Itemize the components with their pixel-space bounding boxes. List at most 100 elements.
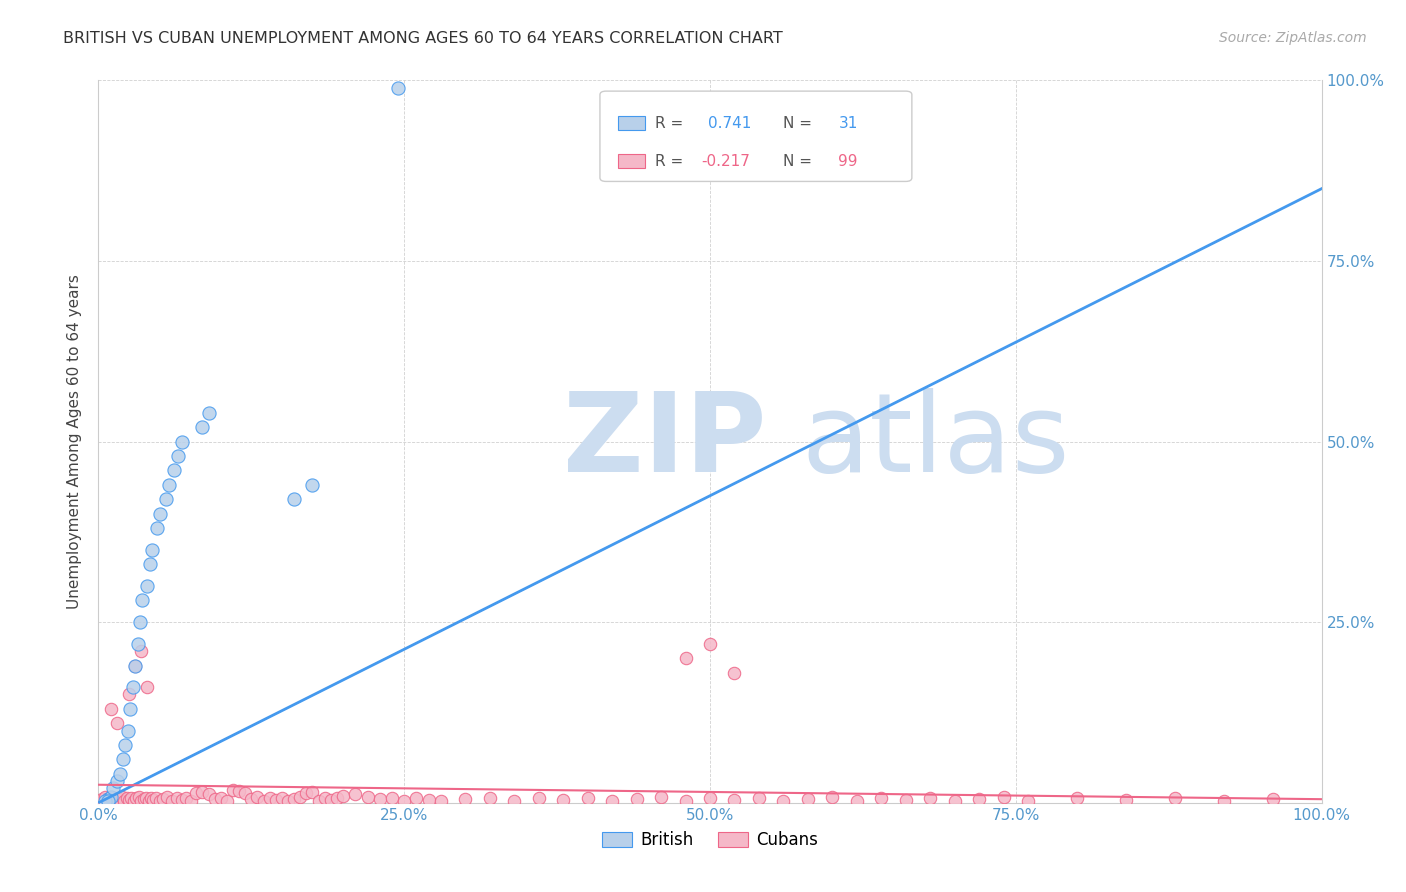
Point <box>326 790 349 805</box>
Point <box>215 794 238 808</box>
Point <box>233 786 256 800</box>
Point <box>141 542 163 557</box>
Point <box>105 794 128 808</box>
Point <box>723 793 745 807</box>
Point <box>222 782 245 797</box>
Point <box>943 794 966 808</box>
Point <box>344 787 367 801</box>
Point <box>308 794 330 808</box>
Point <box>870 791 893 805</box>
Point <box>576 790 599 805</box>
Point <box>136 579 159 593</box>
Point <box>527 791 550 805</box>
Point <box>894 793 917 807</box>
Point <box>368 792 391 806</box>
FancyBboxPatch shape <box>619 116 645 130</box>
Point <box>314 791 336 805</box>
Point <box>125 791 148 805</box>
Point <box>149 507 172 521</box>
Text: R =: R = <box>655 154 688 169</box>
Text: atlas: atlas <box>801 388 1070 495</box>
Point <box>129 794 152 808</box>
Point <box>197 406 219 420</box>
Point <box>845 794 868 808</box>
Point <box>454 792 477 806</box>
Point <box>993 790 1015 805</box>
Point <box>100 790 122 805</box>
Point <box>135 790 157 805</box>
Point <box>166 791 188 805</box>
Point <box>392 794 416 808</box>
Point <box>101 793 124 807</box>
Point <box>121 680 143 694</box>
Legend: British, Cubans: British, Cubans <box>595 824 825 856</box>
Point <box>132 792 155 806</box>
Point <box>131 593 153 607</box>
Point <box>108 792 131 806</box>
Point <box>139 558 162 572</box>
Point <box>301 478 323 492</box>
Point <box>146 521 169 535</box>
Point <box>332 789 354 803</box>
Point <box>155 492 177 507</box>
Point <box>176 790 198 805</box>
Point <box>110 767 132 781</box>
Point <box>748 790 770 805</box>
Point <box>170 793 193 807</box>
Point <box>600 794 623 808</box>
Point <box>191 785 214 799</box>
Point <box>295 786 318 800</box>
Point <box>93 794 115 808</box>
Point <box>101 781 124 796</box>
Text: Source: ZipAtlas.com: Source: ZipAtlas.com <box>1219 31 1367 45</box>
Text: N =: N = <box>783 154 817 169</box>
Point <box>170 434 193 449</box>
Point <box>156 790 179 805</box>
Point <box>553 793 575 807</box>
Point <box>1115 793 1137 807</box>
Point <box>240 792 263 806</box>
FancyBboxPatch shape <box>619 154 645 169</box>
Point <box>228 784 250 798</box>
Point <box>381 790 404 805</box>
Point <box>1017 794 1039 808</box>
Point <box>699 791 721 805</box>
Point <box>503 794 526 808</box>
Point <box>478 790 501 805</box>
Point <box>723 665 745 680</box>
Point <box>675 651 697 665</box>
Point <box>103 790 125 805</box>
Point <box>797 792 820 806</box>
Point <box>124 658 146 673</box>
Point <box>136 680 159 694</box>
Point <box>209 790 232 805</box>
Point <box>967 792 990 806</box>
Point <box>105 716 128 731</box>
Point <box>277 794 299 808</box>
Point <box>138 794 160 808</box>
Point <box>120 790 142 805</box>
Point <box>114 738 136 752</box>
Point <box>418 793 440 807</box>
Point <box>129 615 152 630</box>
Point <box>699 637 721 651</box>
Point <box>160 794 183 808</box>
Point <box>149 794 172 808</box>
Point <box>319 793 342 807</box>
Point <box>246 790 269 805</box>
Point <box>127 637 149 651</box>
Point <box>259 791 281 805</box>
Point <box>145 790 167 805</box>
Point <box>301 785 323 799</box>
Point <box>270 790 294 805</box>
Point <box>163 463 186 477</box>
Point <box>98 791 121 805</box>
Point <box>139 791 162 805</box>
Point <box>186 786 208 800</box>
Point <box>115 791 138 805</box>
Text: 0.741: 0.741 <box>707 116 751 131</box>
FancyBboxPatch shape <box>600 91 912 181</box>
Point <box>920 790 942 805</box>
Text: R =: R = <box>655 116 688 131</box>
Point <box>111 790 134 805</box>
